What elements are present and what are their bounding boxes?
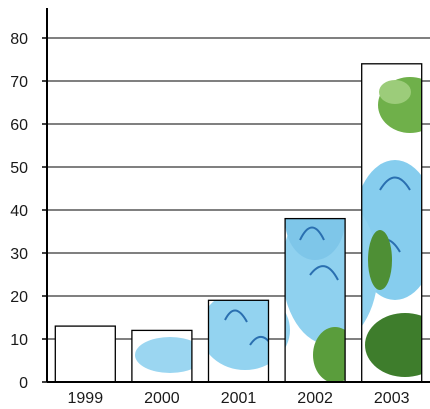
bars [54, 63, 423, 383]
y-tick-label: 70 [10, 74, 28, 91]
y-tick-label: 0 [19, 375, 28, 392]
x-category-label: 1999 [68, 390, 104, 407]
x-category-label: 2002 [297, 390, 333, 407]
y-tick-label: 40 [10, 203, 28, 220]
x-category-label: 2001 [221, 390, 257, 407]
y-tick-label: 60 [10, 117, 28, 134]
y-axis-tick-labels: 0 10 20 30 40 50 60 70 80 [10, 31, 28, 392]
y-tick-label: 20 [10, 289, 28, 306]
y-tick-label: 80 [10, 31, 28, 48]
x-category-label: 2003 [374, 390, 410, 407]
x-category-label: 2000 [144, 390, 180, 407]
y-tick-label: 50 [10, 160, 28, 177]
axes [42, 8, 430, 383]
y-tick-label: 30 [10, 246, 28, 263]
x-axis-category-labels: 1999 2000 2001 2002 2003 [68, 390, 410, 407]
gridlines [47, 37, 430, 340]
y-tick-label: 10 [10, 332, 28, 349]
